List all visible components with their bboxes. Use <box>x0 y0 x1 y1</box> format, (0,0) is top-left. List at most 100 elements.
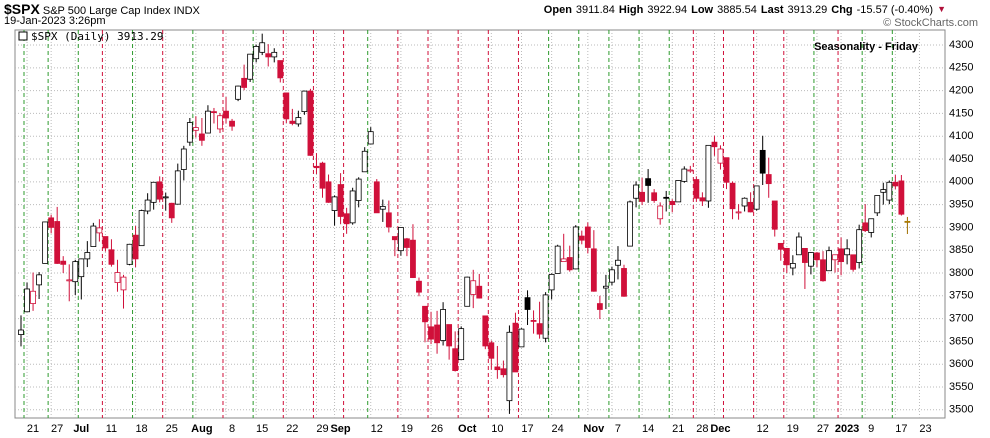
date: 19-Jan-2023 3:26pm <box>4 15 106 27</box>
candle-body <box>440 309 447 341</box>
y-tick-label: 3900 <box>949 221 973 233</box>
x-tick-label: 8 <box>229 423 235 435</box>
candle-body <box>301 90 308 113</box>
candle-body <box>102 236 109 249</box>
y-tick-label: 4050 <box>949 153 973 165</box>
x-tick-label: 11 <box>106 423 117 435</box>
candle-body <box>560 258 567 263</box>
candle-body <box>373 181 380 214</box>
candle-body <box>319 162 326 189</box>
candle-body <box>367 131 374 145</box>
label: Low <box>691 4 714 16</box>
candle-body <box>765 174 772 185</box>
x-tick-label: 21 <box>672 423 684 435</box>
candle-body <box>90 225 97 247</box>
candle-body <box>542 294 549 339</box>
candle-body <box>48 217 55 228</box>
candle-body <box>211 111 217 114</box>
candle-body <box>325 181 332 203</box>
x-tick-label: Nov <box>583 423 605 435</box>
x-tick-label: 9 <box>868 423 874 435</box>
candle-body <box>639 191 645 202</box>
candle-body <box>283 92 290 120</box>
candle-body <box>789 263 796 269</box>
candle-body <box>205 110 211 134</box>
y-tick-label: 4200 <box>949 85 973 97</box>
candle-body <box>808 252 814 267</box>
candle-body <box>627 201 633 247</box>
candle-body <box>609 269 615 283</box>
candle-body <box>651 192 658 201</box>
candle-body <box>452 348 459 371</box>
candle-body <box>874 195 881 214</box>
candle-body <box>277 60 284 79</box>
label: High <box>618 4 644 16</box>
candle-body <box>36 274 42 286</box>
x-tick-label: 14 <box>642 423 654 435</box>
x-tick-label: 15 <box>256 423 268 435</box>
x-tick-label: 29 <box>316 423 328 435</box>
candle-body <box>416 280 422 293</box>
x-tick-label: 22 <box>286 423 298 435</box>
candle-body <box>886 181 893 201</box>
candle-body <box>669 201 676 206</box>
candle-body <box>253 46 260 60</box>
candle-body <box>428 326 434 340</box>
value: 3922.94 <box>647 4 688 16</box>
candle-body <box>307 90 314 156</box>
candle-body <box>500 368 507 376</box>
legend-entry: $SPX (Daily) 3913.29 <box>31 30 163 43</box>
candle-body <box>30 290 36 304</box>
candle-body <box>494 366 501 371</box>
candle-body <box>265 53 272 58</box>
x-tick-label: 23 <box>919 423 931 435</box>
candle-body <box>331 196 338 211</box>
symbol: $SPX <box>4 1 40 17</box>
x-tick-label: Dec <box>710 423 730 435</box>
y-tick-label: 3550 <box>949 381 973 393</box>
x-tick-label: 19 <box>401 423 413 435</box>
candle-body <box>838 248 844 263</box>
down-arrow: ▼ <box>937 4 946 14</box>
description: S&P 500 Large Cap Index <box>42 5 171 17</box>
candle-body <box>699 197 706 202</box>
label: Last <box>760 4 784 16</box>
candle-body <box>150 181 157 203</box>
candle-body <box>337 184 344 217</box>
x-tick-label: 25 <box>166 423 178 435</box>
x-tick-label: Aug <box>191 423 212 435</box>
x-tick-label: 26 <box>431 423 443 435</box>
y-tick-label: 3750 <box>949 290 973 302</box>
candle-body <box>850 254 857 270</box>
candle-body <box>530 320 537 322</box>
candle-body <box>223 110 229 119</box>
candle-body <box>138 210 145 247</box>
candle-body <box>144 199 151 212</box>
candle-body <box>675 180 682 203</box>
candle-body <box>404 238 410 248</box>
candle-body <box>156 181 163 200</box>
candle-body <box>844 248 851 256</box>
candle-body <box>795 236 802 256</box>
candle-body <box>657 205 664 220</box>
candle-body <box>168 202 175 219</box>
x-tick-label: 17 <box>521 423 533 435</box>
candle-body <box>235 85 241 100</box>
candle-body <box>24 288 30 313</box>
candle-body <box>198 133 205 141</box>
y-tick-label: 4100 <box>949 130 973 142</box>
candle-body <box>687 169 694 172</box>
candle-body <box>446 324 453 347</box>
candle-body <box>422 305 428 323</box>
candle-body <box>162 196 169 199</box>
candle-body <box>868 218 875 233</box>
candle-body <box>506 331 513 402</box>
candle-body <box>904 220 911 223</box>
candle-body <box>295 117 302 125</box>
candle-body <box>892 181 899 187</box>
candle-body <box>42 221 49 264</box>
candle-body <box>832 254 838 261</box>
candle-body <box>379 206 386 210</box>
candle-body <box>132 234 139 260</box>
chart-title: Seasonality - Friday <box>814 41 919 53</box>
